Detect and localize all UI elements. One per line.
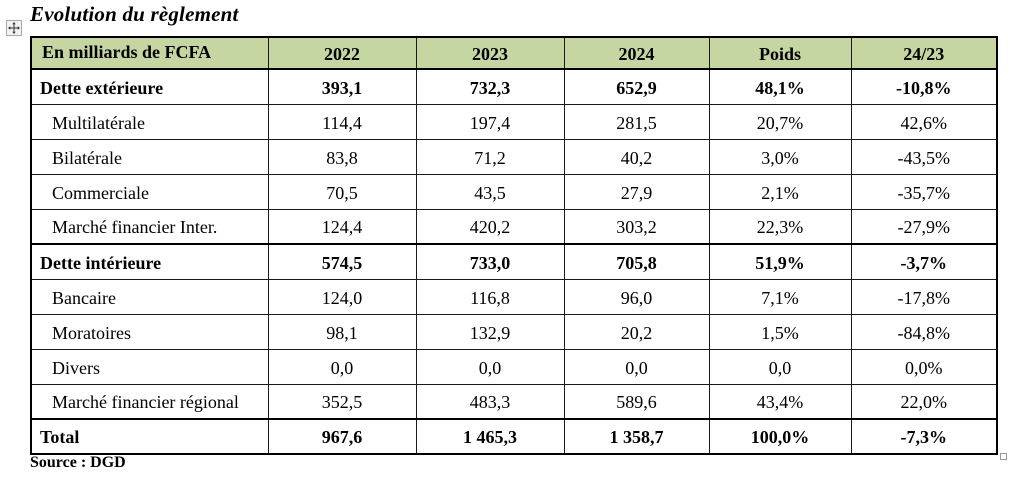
cell-value: 48,1%	[708, 68, 852, 105]
cell-value: 40,2	[563, 138, 710, 175]
table-row: Marché financier régional 352,5 483,3 589,6…	[30, 383, 998, 420]
table-row: Bancaire 124,0 116,8 96,0 7,1% -17,8%	[30, 278, 998, 315]
row-label: Multilatérale	[30, 103, 269, 140]
row-label: Dette intérieure	[30, 243, 269, 280]
source-note: Source : DGD	[30, 454, 126, 471]
cell-value: 0,0	[415, 348, 565, 385]
page-title: Evolution du règlement	[30, 2, 239, 26]
cell-value: 1 465,3	[415, 418, 565, 455]
table-row: Dette intérieure 574,5 733,0 705,8 51,9% -3,7…	[30, 243, 998, 280]
cell-value: -43,5%	[850, 138, 998, 175]
cell-value: 303,2	[563, 208, 710, 245]
cell-value: 420,2	[415, 208, 565, 245]
cell-value: 20,7%	[708, 103, 852, 140]
cell-value: 22,0%	[850, 383, 998, 420]
table-row: Marché financier Inter. 124,4 420,2 303,2 22…	[30, 208, 998, 245]
cell-value: 100,0%	[708, 418, 852, 455]
column-header-2022: 2022	[267, 36, 417, 70]
cell-value: 0,0	[708, 348, 852, 385]
cell-value: 0,0%	[850, 348, 998, 385]
table-row: Commerciale 70,5 43,5 27,9 2,1% -35,7%	[30, 173, 998, 210]
cell-value: 70,5	[267, 173, 417, 210]
data-table: En milliards de FCFA 2022 2023 2024 Poid…	[30, 36, 998, 455]
cell-value: 132,9	[415, 313, 565, 350]
cell-value: 1 358,7	[563, 418, 710, 455]
cell-value: 43,4%	[708, 383, 852, 420]
table-row: Dette extérieure 393,1 732,3 652,9 48,1% -10,…	[30, 68, 998, 105]
cell-value: 7,1%	[708, 278, 852, 315]
cell-value: 22,3%	[708, 208, 852, 245]
table-resize-handle[interactable]	[1000, 453, 1007, 460]
cell-value: 967,6	[267, 418, 417, 455]
cell-value: 3,0%	[708, 138, 852, 175]
cell-value: 51,9%	[708, 243, 852, 280]
cell-value: 2,1%	[708, 173, 852, 210]
table-row: Total 967,6 1 465,3 1 358,7 100,0% -7,3%	[30, 418, 998, 455]
column-header-2023: 2023	[415, 36, 565, 70]
cell-value: 705,8	[563, 243, 710, 280]
cell-value: 83,8	[267, 138, 417, 175]
cell-value: 352,5	[267, 383, 417, 420]
cell-value: 98,1	[267, 313, 417, 350]
cell-value: 43,5	[415, 173, 565, 210]
cell-value: 574,5	[267, 243, 417, 280]
cell-value: 589,6	[563, 383, 710, 420]
column-header-2024: 2024	[563, 36, 710, 70]
row-label: Marché financier Inter.	[30, 208, 269, 245]
table-row: Multilatérale 114,4 197,4 281,5 20,7% 42,6%	[30, 103, 998, 140]
row-label: Bancaire	[30, 278, 269, 315]
cell-value: 0,0	[563, 348, 710, 385]
column-header-unit: En milliards de FCFA	[30, 36, 269, 70]
row-label: Commerciale	[30, 173, 269, 210]
table-row: Divers 0,0 0,0 0,0 0,0 0,0%	[30, 348, 998, 385]
header-row: En milliards de FCFA 2022 2023 2024 Poid…	[30, 36, 998, 70]
cell-value: -10,8%	[850, 68, 998, 105]
cell-value: -3,7%	[850, 243, 998, 280]
cell-value: -84,8%	[850, 313, 998, 350]
row-label: Marché financier régional	[30, 383, 269, 420]
row-label: Moratoires	[30, 313, 269, 350]
row-label: Bilatérale	[30, 138, 269, 175]
table-body: Dette extérieure 393,1 732,3 652,9 48,1% -10,…	[30, 68, 998, 455]
table-header: En milliards de FCFA 2022 2023 2024 Poid…	[30, 36, 998, 70]
cell-value: -17,8%	[850, 278, 998, 315]
row-label: Dette extérieure	[30, 68, 269, 105]
cell-value: 114,4	[267, 103, 417, 140]
cell-value: 732,3	[415, 68, 565, 105]
column-header-poids: Poids	[708, 36, 852, 70]
cell-value: 197,4	[415, 103, 565, 140]
cell-value: -27,9%	[850, 208, 998, 245]
table-move-handle-icon[interactable]	[6, 20, 22, 36]
cell-value: -35,7%	[850, 173, 998, 210]
cell-value: 116,8	[415, 278, 565, 315]
cell-value: 20,2	[563, 313, 710, 350]
cell-value: -7,3%	[850, 418, 998, 455]
cell-value: 124,4	[267, 208, 417, 245]
cell-value: 1,5%	[708, 313, 852, 350]
cell-value: 281,5	[563, 103, 710, 140]
cell-value: 733,0	[415, 243, 565, 280]
column-header-24-23: 24/23	[850, 36, 998, 70]
row-label: Divers	[30, 348, 269, 385]
cell-value: 71,2	[415, 138, 565, 175]
four-way-arrow-icon	[8, 22, 20, 34]
table-row: Moratoires 98,1 132,9 20,2 1,5% -84,8%	[30, 313, 998, 350]
cell-value: 124,0	[267, 278, 417, 315]
cell-value: 483,3	[415, 383, 565, 420]
table-row: Bilatérale 83,8 71,2 40,2 3,0% -43,5%	[30, 138, 998, 175]
cell-value: 652,9	[563, 68, 710, 105]
cell-value: 27,9	[563, 173, 710, 210]
cell-value: 393,1	[267, 68, 417, 105]
row-label: Total	[30, 418, 269, 455]
cell-value: 42,6%	[850, 103, 998, 140]
cell-value: 96,0	[563, 278, 710, 315]
cell-value: 0,0	[267, 348, 417, 385]
